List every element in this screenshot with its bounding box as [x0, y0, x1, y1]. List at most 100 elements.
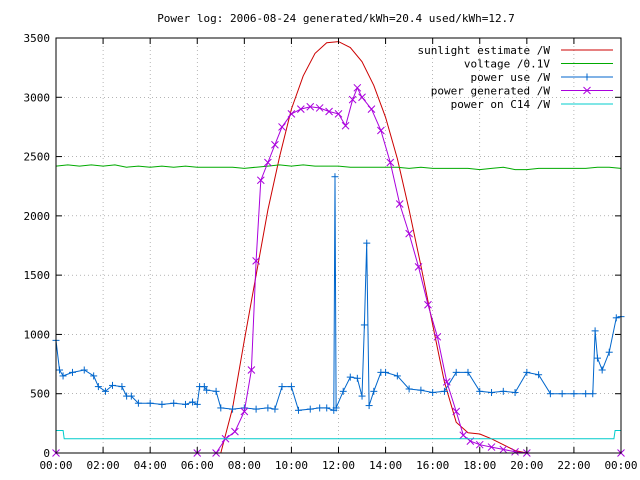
- data-point-power-use-w: [353, 374, 361, 382]
- data-point-power-generated-w: [341, 121, 350, 130]
- x-tick-label: 00:00: [604, 459, 637, 472]
- legend-label-power-use-w: power use /W: [471, 71, 551, 84]
- x-tick-label: 00:00: [39, 459, 72, 472]
- data-point-power-use-w: [278, 383, 286, 391]
- data-point-power-use-w: [94, 383, 102, 391]
- data-point-power-generated-w: [386, 158, 395, 167]
- data-point-power-use-w: [382, 368, 390, 376]
- data-point-power-use-w: [488, 389, 496, 397]
- data-point-power-use-w: [511, 389, 519, 397]
- data-point-power-generated-w: [264, 158, 272, 167]
- data-point-power-use-w: [499, 387, 507, 395]
- y-tick-label: 1000: [24, 328, 51, 341]
- data-point-power-use-w: [59, 372, 67, 380]
- data-point-power-generated-w: [367, 105, 376, 113]
- data-point-power-generated-w: [278, 123, 286, 131]
- data-point-power-use-w: [294, 406, 302, 414]
- x-tick-label: 06:00: [181, 459, 214, 472]
- data-point-power-use-w: [464, 368, 472, 376]
- data-point-power-use-w: [476, 387, 484, 395]
- data-point-power-generated-w: [442, 378, 451, 386]
- legend-label-power-on-c14-w: power on C14 /W: [451, 98, 551, 111]
- data-point-power-generated-w: [459, 431, 468, 440]
- data-point-power-use-w: [80, 366, 88, 374]
- data-point-power-use-w: [589, 390, 597, 398]
- data-point-power-generated-w: [452, 407, 461, 416]
- data-point-power-use-w: [346, 373, 354, 381]
- data-point-power-generated-w: [334, 110, 343, 118]
- data-point-power-generated-w: [499, 445, 508, 454]
- data-point-power-use-w: [370, 387, 378, 395]
- data-point-power-use-w: [189, 398, 197, 406]
- data-point-power-generated-w: [424, 300, 432, 309]
- data-point-power-use-w: [535, 371, 543, 379]
- data-point-power-use-w: [264, 404, 272, 412]
- y-tick-label: 500: [30, 388, 50, 401]
- data-point-power-generated-w: [358, 93, 366, 102]
- legend-marker-power-use-w: [583, 73, 591, 81]
- data-point-power-generated-w: [306, 102, 315, 111]
- data-point-power-use-w: [365, 402, 373, 410]
- y-tick-label: 1500: [24, 269, 51, 282]
- data-point-power-use-w: [405, 385, 413, 393]
- data-point-power-generated-w: [405, 229, 413, 238]
- data-point-power-use-w: [546, 390, 554, 398]
- y-tick-label: 3500: [24, 32, 51, 45]
- data-point-power-generated-w: [348, 95, 357, 104]
- legend-label-voltage-0-1v: voltage /0.1V: [464, 58, 550, 71]
- data-point-power-use-w: [331, 173, 339, 181]
- data-point-power-use-w: [393, 372, 401, 380]
- y-tick-label: 3000: [24, 91, 51, 104]
- y-tick-label: 2500: [24, 151, 51, 164]
- data-point-power-use-w: [68, 368, 76, 376]
- data-point-power-use-w: [598, 366, 606, 374]
- data-point-power-use-w: [605, 348, 613, 356]
- data-point-power-use-w: [440, 387, 448, 395]
- data-point-power-use-w: [217, 404, 225, 412]
- y-tick-label: 0: [43, 447, 50, 460]
- series-line-voltage-0-1v: [55, 164, 622, 171]
- data-point-power-generated-w: [271, 140, 279, 149]
- x-tick-label: 22:00: [557, 459, 590, 472]
- data-point-power-generated-w: [325, 107, 333, 116]
- data-point-power-use-w: [109, 381, 116, 389]
- data-point-power-use-w: [339, 387, 347, 395]
- data-point-power-use-w: [212, 387, 220, 395]
- data-point-power-use-w: [90, 372, 98, 380]
- data-point-power-use-w: [118, 383, 126, 391]
- data-point-power-generated-w: [377, 126, 385, 135]
- series-line-power-use-w: [55, 176, 622, 411]
- x-tick-label: 12:00: [322, 459, 355, 472]
- data-point-power-use-w: [158, 400, 166, 408]
- series-line-power-on-c14-w: [56, 430, 621, 440]
- data-point-power-use-w: [593, 354, 601, 362]
- data-point-power-use-w: [56, 366, 64, 374]
- data-point-power-use-w: [429, 389, 437, 397]
- data-point-power-generated-w: [315, 104, 324, 112]
- data-point-power-use-w: [360, 321, 368, 329]
- data-point-power-use-w: [306, 405, 314, 413]
- data-point-power-use-w: [332, 404, 340, 412]
- data-point-power-generated-w: [433, 332, 442, 341]
- data-point-power-use-w: [203, 386, 211, 394]
- data-point-power-generated-w: [287, 110, 296, 118]
- data-point-power-use-w: [252, 405, 260, 413]
- series-line-sunlight-estimate-w: [56, 41, 621, 454]
- data-point-power-use-w: [612, 314, 620, 322]
- x-tick-label: 14:00: [369, 459, 402, 472]
- x-tick-label: 20:00: [510, 459, 543, 472]
- data-point-power-generated-w: [247, 366, 256, 374]
- data-point-power-use-w: [181, 400, 189, 408]
- data-point-power-generated-w: [487, 443, 496, 451]
- data-point-power-use-w: [170, 399, 178, 407]
- x-tick-label: 02:00: [87, 459, 120, 472]
- data-point-power-use-w: [523, 368, 531, 376]
- data-point-power-use-w: [582, 390, 590, 398]
- data-point-power-use-w: [146, 399, 154, 407]
- chart-title: Power log: 2006-08-24 generated/kWh=20.4…: [157, 12, 515, 25]
- data-point-power-use-w: [358, 392, 366, 400]
- data-point-power-generated-w: [240, 407, 249, 416]
- data-point-power-generated-w: [395, 200, 404, 208]
- data-point-power-use-w: [452, 368, 460, 376]
